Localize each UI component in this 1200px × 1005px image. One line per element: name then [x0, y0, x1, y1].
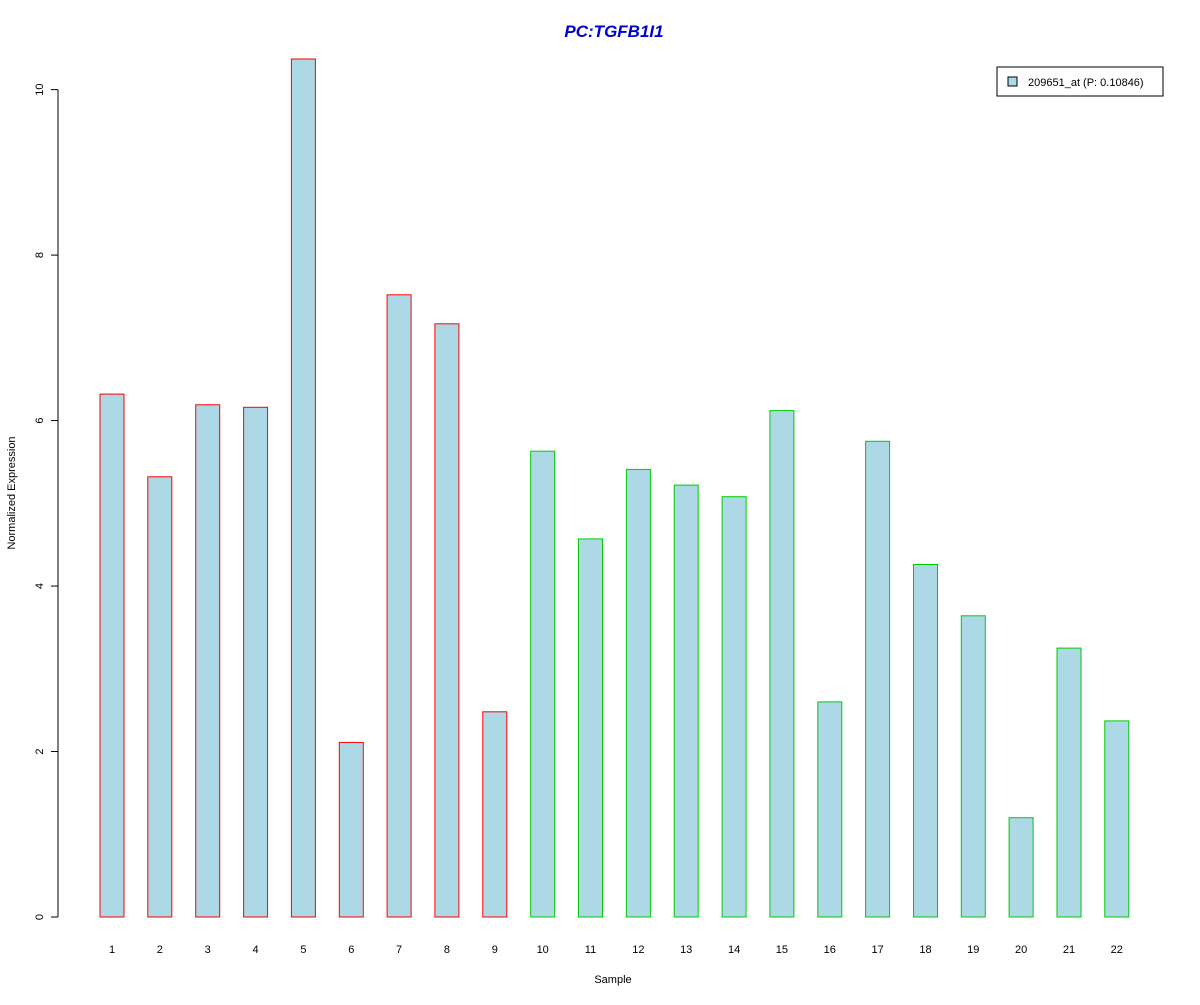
bar-4 — [243, 406, 269, 918]
bar-16 — [817, 701, 843, 918]
x-tick-label: 4 — [253, 944, 259, 956]
bar-9 — [482, 711, 508, 918]
bar-21 — [1056, 647, 1082, 918]
bar-3 — [195, 404, 221, 918]
bar-22 — [1104, 720, 1130, 918]
x-tick-label: 5 — [300, 944, 306, 956]
x-tick-label: 1 — [109, 944, 115, 956]
bar-5 — [290, 58, 316, 918]
bar-2 — [147, 476, 173, 918]
bar-18 — [913, 564, 938, 918]
legend-swatch — [1007, 76, 1018, 87]
bar-1 — [99, 393, 125, 918]
y-tick-label: 2 — [34, 748, 46, 754]
y-tick-label: 6 — [34, 418, 46, 424]
y-axis-label: Normalized Expression — [6, 436, 18, 549]
x-tick-label: 2 — [157, 944, 163, 956]
x-tick-labels: 1 2 3 4 5 6 7 8 9 10 11 12 13 14 15 16 17 18 19 20 21 22 — [109, 944, 1123, 956]
y-tick-label: 10 — [34, 83, 46, 95]
bar-14 — [721, 496, 747, 918]
x-tick-label: 17 — [871, 944, 883, 956]
x-tick-label: 18 — [919, 944, 931, 956]
bar-7 — [386, 294, 412, 918]
x-tick-label: 9 — [492, 944, 498, 956]
bars — [99, 58, 1130, 918]
legend: 209651_at (P: 0.10846) — [996, 66, 1164, 97]
y-tick-label: 0 — [34, 914, 46, 920]
x-tick-label: 8 — [444, 944, 450, 956]
x-tick-label: 10 — [537, 944, 549, 956]
bar-8 — [434, 323, 460, 918]
bar-17 — [865, 440, 891, 918]
x-tick-label: 6 — [348, 944, 354, 956]
x-tick-label: 19 — [967, 944, 979, 956]
x-tick-label: 21 — [1063, 944, 1075, 956]
x-tick-label: 11 — [585, 944, 596, 956]
bar-11 — [578, 538, 603, 918]
x-tick-label: 7 — [396, 944, 402, 956]
bar-12 — [625, 468, 651, 918]
x-tick-label: 3 — [205, 944, 211, 956]
bar-19 — [960, 615, 986, 918]
x-tick-label: 15 — [776, 944, 788, 956]
x-tick-label: 12 — [632, 944, 644, 956]
chart-title: PC:TGFB1I1 — [564, 22, 663, 41]
x-tick-label: 22 — [1111, 944, 1123, 956]
x-axis-label: Sample — [594, 974, 631, 986]
bar-6 — [338, 741, 364, 918]
x-tick-label: 16 — [824, 944, 836, 956]
y-tick-label: 8 — [34, 252, 46, 258]
bar-10 — [530, 450, 556, 918]
y-tick-label: 4 — [34, 583, 46, 589]
legend-label: 209651_at (P: 0.10846) — [1028, 77, 1144, 89]
legend-box — [996, 66, 1164, 97]
bar-20 — [1008, 817, 1034, 918]
y-axis: 0 2 4 6 8 10 — [34, 83, 59, 920]
x-tick-label: 20 — [1015, 944, 1027, 956]
bar-15 — [769, 410, 795, 918]
x-tick-label: 14 — [728, 944, 740, 956]
x-tick-label: 13 — [680, 944, 692, 956]
bar-13 — [673, 484, 699, 918]
